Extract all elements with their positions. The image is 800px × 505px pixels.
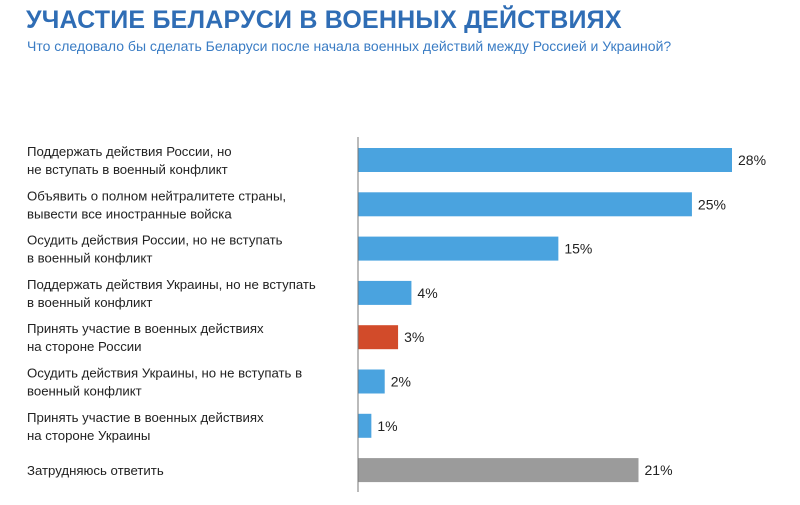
value-label: 2% (391, 374, 411, 390)
bar (358, 325, 399, 350)
category-label: Принять участие в военных действиях (27, 321, 264, 336)
category-label: на стороне России (27, 339, 142, 354)
value-label: 15% (564, 241, 592, 257)
value-label: 3% (404, 329, 424, 345)
category-label: Принять участие в военных действиях (27, 410, 264, 425)
category-label: Объявить о полном нейтралитете страны, (27, 188, 286, 203)
bar (358, 236, 559, 261)
category-label: в военный конфликт (27, 251, 152, 266)
value-label: 25% (698, 196, 726, 212)
category-label: Затрудняюсь ответить (27, 463, 164, 478)
category-label: не вступать в военный конфликт (27, 162, 228, 177)
bar (358, 413, 372, 438)
bar (358, 369, 385, 394)
category-label: Осудить действия России, но не вступать (27, 233, 283, 248)
category-label: военный конфликт (27, 384, 142, 399)
bar (358, 280, 412, 305)
category-label: вывести все иностранные войска (27, 206, 232, 221)
bar (358, 458, 639, 483)
value-label: 21% (645, 462, 673, 478)
category-label: Поддержать действия России, но (27, 144, 232, 159)
category-label: Осудить действия Украины, но не вступать… (27, 366, 302, 381)
value-label: 4% (417, 285, 437, 301)
value-label: 1% (377, 418, 397, 434)
chart-subtitle: Что следовало бы сделать Беларуси после … (27, 38, 672, 54)
bar (358, 192, 692, 217)
bar (358, 148, 732, 172)
category-label: на стороне Украины (27, 428, 150, 443)
category-label: в военный конфликт (27, 295, 152, 310)
category-label: Поддержать действия Украины, но не вступ… (27, 277, 316, 292)
chart-title: УЧАСТИЕ БЕЛАРУСИ В ВОЕННЫХ ДЕЙСТВИЯХ (26, 6, 622, 34)
value-label: 28% (738, 152, 766, 168)
